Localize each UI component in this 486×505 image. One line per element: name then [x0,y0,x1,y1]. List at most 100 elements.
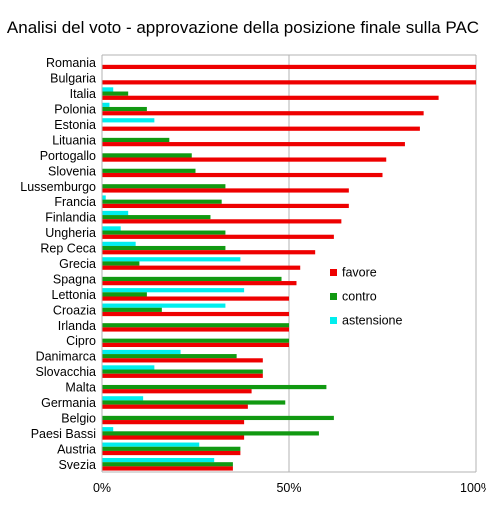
bar-favore-malta [102,389,252,394]
bar-favore-danimarca [102,358,263,363]
legend-label-contro: contro [342,290,377,304]
bar-contro-polonia [102,106,147,112]
x-tick-label: 0% [93,481,111,495]
legend-swatch-astensione [330,317,337,324]
bar-favore-bulgaria [102,80,476,85]
bar-contro-lussemburgo [102,184,226,189]
category-label: Malta [65,381,96,395]
bar-contro-francia [102,199,222,204]
category-label: Ungheria [45,226,96,240]
bar-contro-svezia [102,462,233,467]
category-label: Romania [46,56,96,70]
category-label: Estonia [54,118,96,132]
bar-astensione-croazia [102,303,226,308]
category-label: Polonia [54,103,96,117]
category-label: Spagna [53,272,96,286]
bar-astensione-ungheria [102,226,121,231]
bar-favore-lettonia [102,296,289,301]
bar-contro-rep-ceca [102,245,226,251]
category-label: Cipro [66,334,96,348]
bar-astensione-finlandia [102,210,129,216]
bar-favore-cipro [102,342,289,348]
bar-contro-slovenia [102,168,196,173]
bar-favore-croazia [102,311,289,317]
bar-contro-ungheria [102,230,226,235]
bar-contro-grecia [102,261,140,266]
bar-favore-rep-ceca [102,250,316,255]
bar-contro-slovacchia [102,369,263,374]
category-label: Belgio [61,411,96,425]
category-label: Svezia [58,458,96,472]
category-label: Portogallo [40,149,96,163]
bar-contro-finlandia [102,215,211,220]
bar-favore-francia [102,203,349,209]
bar-astensione-slovacchia [102,365,155,370]
bar-astensione-austria [102,442,200,447]
bar-contro-irlanda [102,323,289,328]
bar-contro-germania [102,400,286,405]
bar-favore-germania [102,404,248,409]
category-label: Finlandia [45,211,96,225]
legend-swatch-favore [330,269,337,276]
x-tick-label: 100% [460,481,486,495]
category-label: Italia [70,87,96,101]
bar-astensione-rep-ceca [102,241,136,246]
bar-contro-spagna [102,276,282,282]
bar-contro-belgio [102,415,334,421]
category-label: Danimarca [36,350,96,364]
bar-astensione-polonia [102,102,110,107]
category-label: Bulgaria [50,72,96,86]
bar-contro-paesi-bassi [102,431,319,436]
bar-favore-lussemburgo [102,188,349,193]
category-label: Slovenia [48,164,96,178]
bar-contro-malta [102,384,327,390]
category-label: Germania [41,396,96,410]
bar-favore-grecia [102,265,301,270]
chart-title: Analisi del voto - approvazione della po… [6,18,480,37]
category-label: Rep Ceca [40,242,96,256]
bar-favore-slovacchia [102,373,263,378]
bar-favore-austria [102,450,241,456]
bar-astensione-grecia [102,257,241,262]
x-tick-label: 50% [276,481,301,495]
bar-astensione-francia [102,195,106,200]
category-label: Grecia [59,257,96,271]
bar-contro-portogallo [102,153,192,158]
category-label: Lussemburgo [20,180,96,194]
bar-favore-irlanda [102,327,289,332]
bar-astensione-italia [102,87,114,92]
bar-favore-polonia [102,111,424,116]
bar-contro-croazia [102,307,162,312]
bar-favore-paesi-bassi [102,435,245,440]
bar-favore-spagna [102,281,297,286]
legend-label-favore: favore [342,266,377,280]
category-label: Slovacchia [36,365,96,379]
category-label: Austria [57,442,96,456]
category-label: Irlanda [58,319,96,333]
bar-astensione-svezia [102,457,215,463]
bar-favore-slovenia [102,172,383,178]
bar-favore-italia [102,95,439,100]
category-label: Lituania [52,133,96,147]
bar-contro-austria [102,446,241,451]
category-label: Lettonia [52,288,97,302]
bar-favore-belgio [102,420,245,425]
bar-favore-svezia [102,466,233,471]
bar-favore-finlandia [102,219,342,224]
bar-contro-lettonia [102,292,147,297]
bar-favore-romania [102,64,476,70]
bar-favore-ungheria [102,234,334,239]
category-label: Paesi Bassi [31,427,96,441]
category-label: Croazia [53,303,96,317]
bar-contro-cipro [102,338,289,343]
bar-contro-danimarca [102,354,237,359]
bar-astensione-paesi-bassi [102,427,114,432]
legend-swatch-contro [330,293,337,300]
bar-astensione-danimarca [102,349,181,355]
bar-astensione-lettonia [102,288,245,293]
bar-favore-portogallo [102,157,387,162]
bar-favore-lituania [102,142,405,147]
bar-contro-italia [102,91,129,96]
bar-astensione-estonia [102,118,155,123]
